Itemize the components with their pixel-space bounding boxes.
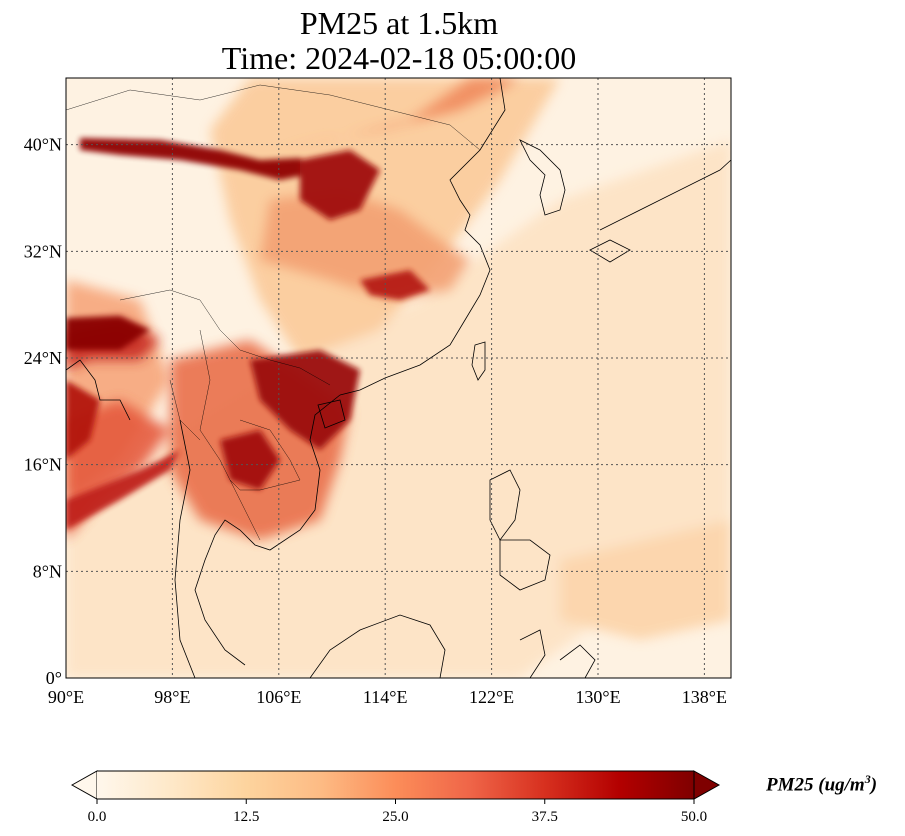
lat-tick-label: 32°N bbox=[24, 241, 62, 261]
lat-tick-label: 0° bbox=[46, 668, 62, 688]
longitude-ticks: 90°E 98°E 106°E 114°E 122°E 130°E 138°E bbox=[48, 687, 727, 707]
colorbar-ticks: 0.0 12.5 25.0 37.5 50.0 bbox=[88, 799, 707, 825]
lon-tick-label: 138°E bbox=[682, 687, 727, 707]
map-frame bbox=[65, 77, 732, 679]
colorbar-title: PM25 (ug/m3) bbox=[766, 772, 877, 796]
lat-tick-label: 24°N bbox=[24, 348, 62, 368]
borders bbox=[66, 84, 481, 541]
lon-tick-label: 98°E bbox=[154, 687, 190, 707]
lat-tick-label: 8°N bbox=[33, 561, 62, 581]
colorbar-tick-label: 25.0 bbox=[382, 809, 408, 825]
lon-tick-label: 106°E bbox=[256, 687, 301, 707]
pm25-field bbox=[66, 78, 731, 678]
colorbar-tick-label: 37.5 bbox=[532, 809, 558, 825]
map-title-line1: PM25 at 1.5km bbox=[299, 5, 499, 41]
colorbar: 0.0 12.5 25.0 37.5 50.0 bbox=[70, 770, 721, 825]
map-title-line2: Time: 2024-02-18 05:00:00 bbox=[221, 40, 577, 76]
colorbar-title-close: ) bbox=[870, 774, 878, 796]
colorbar-tick-label: 12.5 bbox=[233, 809, 259, 825]
colorbar-gradient bbox=[97, 771, 694, 799]
gridlines bbox=[66, 78, 731, 678]
lon-tick-label: 114°E bbox=[363, 687, 408, 707]
colorbar-extend-max bbox=[693, 770, 721, 800]
latitude-ticks: 0° 8°N 16°N 24°N 32°N 40°N bbox=[24, 135, 62, 688]
lon-tick-label: 90°E bbox=[48, 687, 84, 707]
lon-tick-label: 130°E bbox=[575, 687, 620, 707]
colorbar-title-text: PM25 (ug/m bbox=[766, 774, 865, 796]
colorbar-extend-min bbox=[70, 770, 98, 800]
colorbar-tick-label: 0.0 bbox=[88, 809, 107, 825]
coastlines bbox=[66, 78, 731, 678]
colorbar-tick-label: 50.0 bbox=[681, 809, 707, 825]
lat-tick-label: 40°N bbox=[24, 135, 62, 155]
colorbar-title-sup: 3 bbox=[864, 772, 871, 786]
lon-tick-label: 122°E bbox=[469, 687, 514, 707]
lat-tick-label: 16°N bbox=[24, 455, 62, 475]
